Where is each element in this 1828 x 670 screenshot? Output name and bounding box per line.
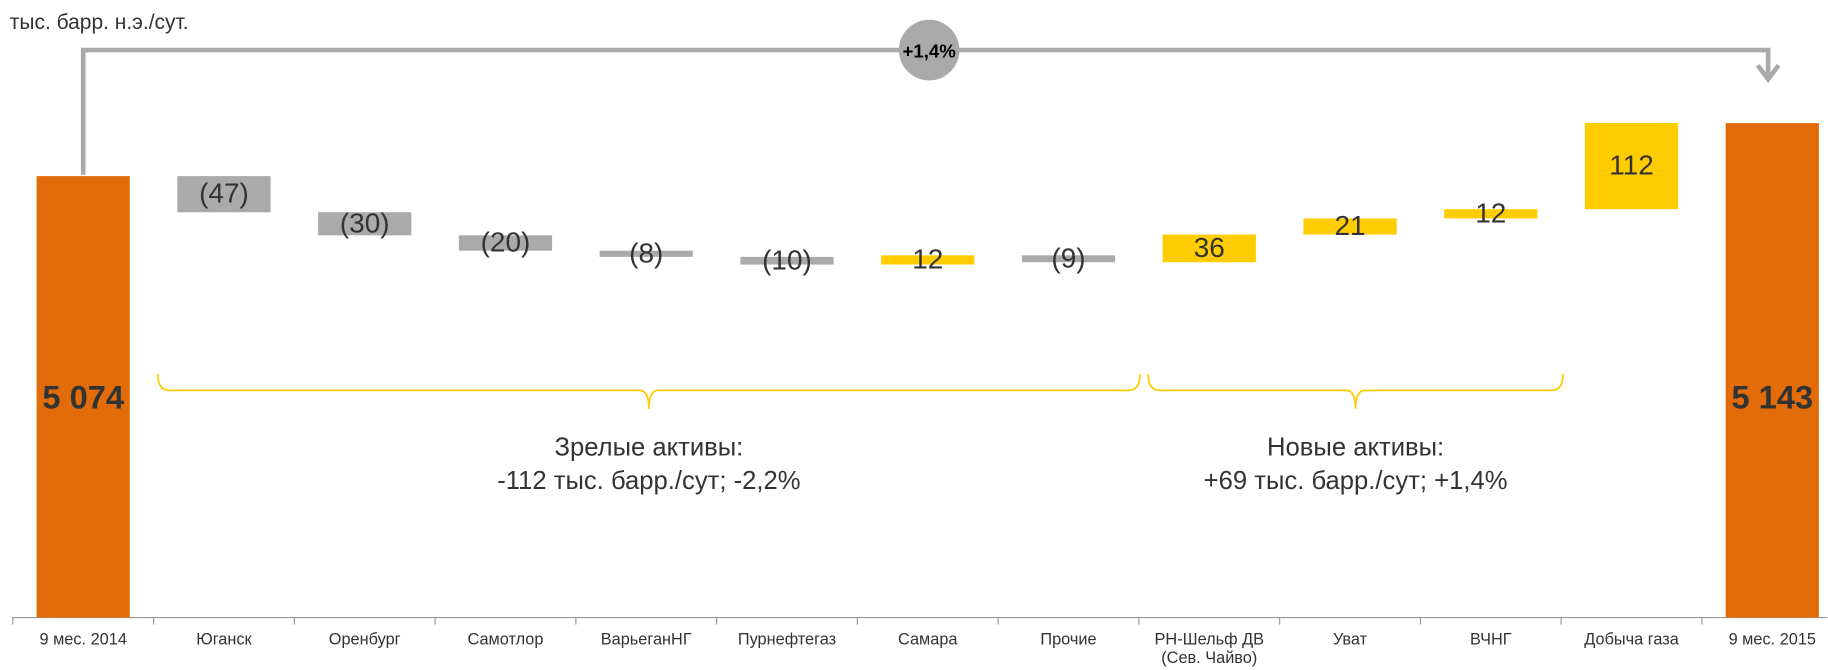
value-label: 5 143	[1731, 378, 1813, 415]
bar	[1021, 255, 1116, 263]
bar	[1162, 234, 1256, 263]
bar	[1444, 209, 1538, 219]
value-label: (47)	[199, 178, 249, 209]
bar	[458, 235, 553, 251]
x-tick-label-box: 9 мес. 2014	[39, 629, 127, 648]
x-tick-label: ВЧНГ	[1469, 629, 1512, 648]
change-badge	[898, 19, 960, 81]
value-label: 21	[1334, 210, 1365, 241]
value-label: 112	[1609, 150, 1654, 181]
x-tick-label: РН-Шельф ДВ (Сев. Чайво)	[1154, 629, 1265, 667]
x-tick-label: Самотлор	[467, 629, 544, 648]
x-tick-label-box: Пурнефтегаз	[737, 629, 837, 648]
value-label: 5 074	[42, 378, 124, 415]
value-label: (10)	[762, 244, 812, 275]
x-tick-label-box: РН-Шельф ДВ (Сев. Чайво)	[1154, 629, 1265, 667]
group-subtitle: +69 тыс. барр./сут; +1,4%	[1204, 467, 1508, 495]
bar	[881, 255, 975, 265]
x-tick-label: Добыча газа	[1584, 629, 1679, 648]
value-label: (20)	[481, 227, 531, 258]
bar	[1725, 123, 1819, 618]
value-label: (8)	[629, 237, 663, 268]
x-tick-label-box: Оренбург	[328, 629, 401, 648]
bar	[599, 250, 693, 257]
x-tick-label-box: Уват	[1332, 629, 1368, 648]
x-tick-label: 9 мес. 2014	[39, 629, 127, 648]
x-tick-label: Самара	[897, 629, 958, 648]
bar	[740, 256, 834, 265]
x-tick-label: Уват	[1332, 629, 1368, 648]
x-tick-label-box: Юганск	[196, 629, 252, 648]
value-label: 12	[912, 243, 943, 274]
x-tick-label-box: Добыча газа	[1584, 629, 1679, 648]
x-tick-label-box: Прочие	[1040, 629, 1097, 648]
x-tick-label: ВарьеганНГ	[600, 629, 692, 648]
x-tick-label: 9 мес. 2015	[1728, 629, 1816, 648]
bar	[1584, 123, 1679, 210]
x-tick-label-box: Самотлор	[467, 629, 544, 648]
x-tick-label-box: Самара	[897, 629, 958, 648]
bar	[177, 176, 271, 213]
arrow-head	[1755, 63, 1781, 84]
value-label: (30)	[340, 207, 390, 238]
x-tick-label-box: 9 мес. 2015	[1728, 629, 1816, 648]
x-tick-label: Прочие	[1040, 629, 1097, 648]
value-label: 36	[1194, 232, 1225, 263]
x-tick-label: Юганск	[196, 629, 252, 648]
bar	[36, 176, 130, 618]
group-subtitle: -112 тыс. барр./сут; -2,2%	[497, 467, 800, 495]
unit-label: тыс. барр. н.э./сут.	[10, 11, 189, 34]
x-tick-label-box: ВЧНГ	[1469, 629, 1512, 648]
group-title: Зрелые активы:	[554, 433, 743, 461]
change-label: +1,4%	[902, 40, 956, 61]
value-label: 12	[1475, 197, 1506, 228]
value-label: (9)	[1051, 242, 1085, 273]
bar	[318, 212, 412, 236]
group-title: Новые активы:	[1267, 433, 1444, 461]
group-bracket	[1147, 374, 1564, 409]
bar	[1303, 218, 1397, 235]
group-bracket	[156, 374, 1141, 409]
x-tick-label: Пурнефтегаз	[737, 629, 837, 648]
x-tick-label-box: ВарьеганНГ	[600, 629, 692, 648]
x-tick-label: Оренбург	[328, 629, 401, 648]
